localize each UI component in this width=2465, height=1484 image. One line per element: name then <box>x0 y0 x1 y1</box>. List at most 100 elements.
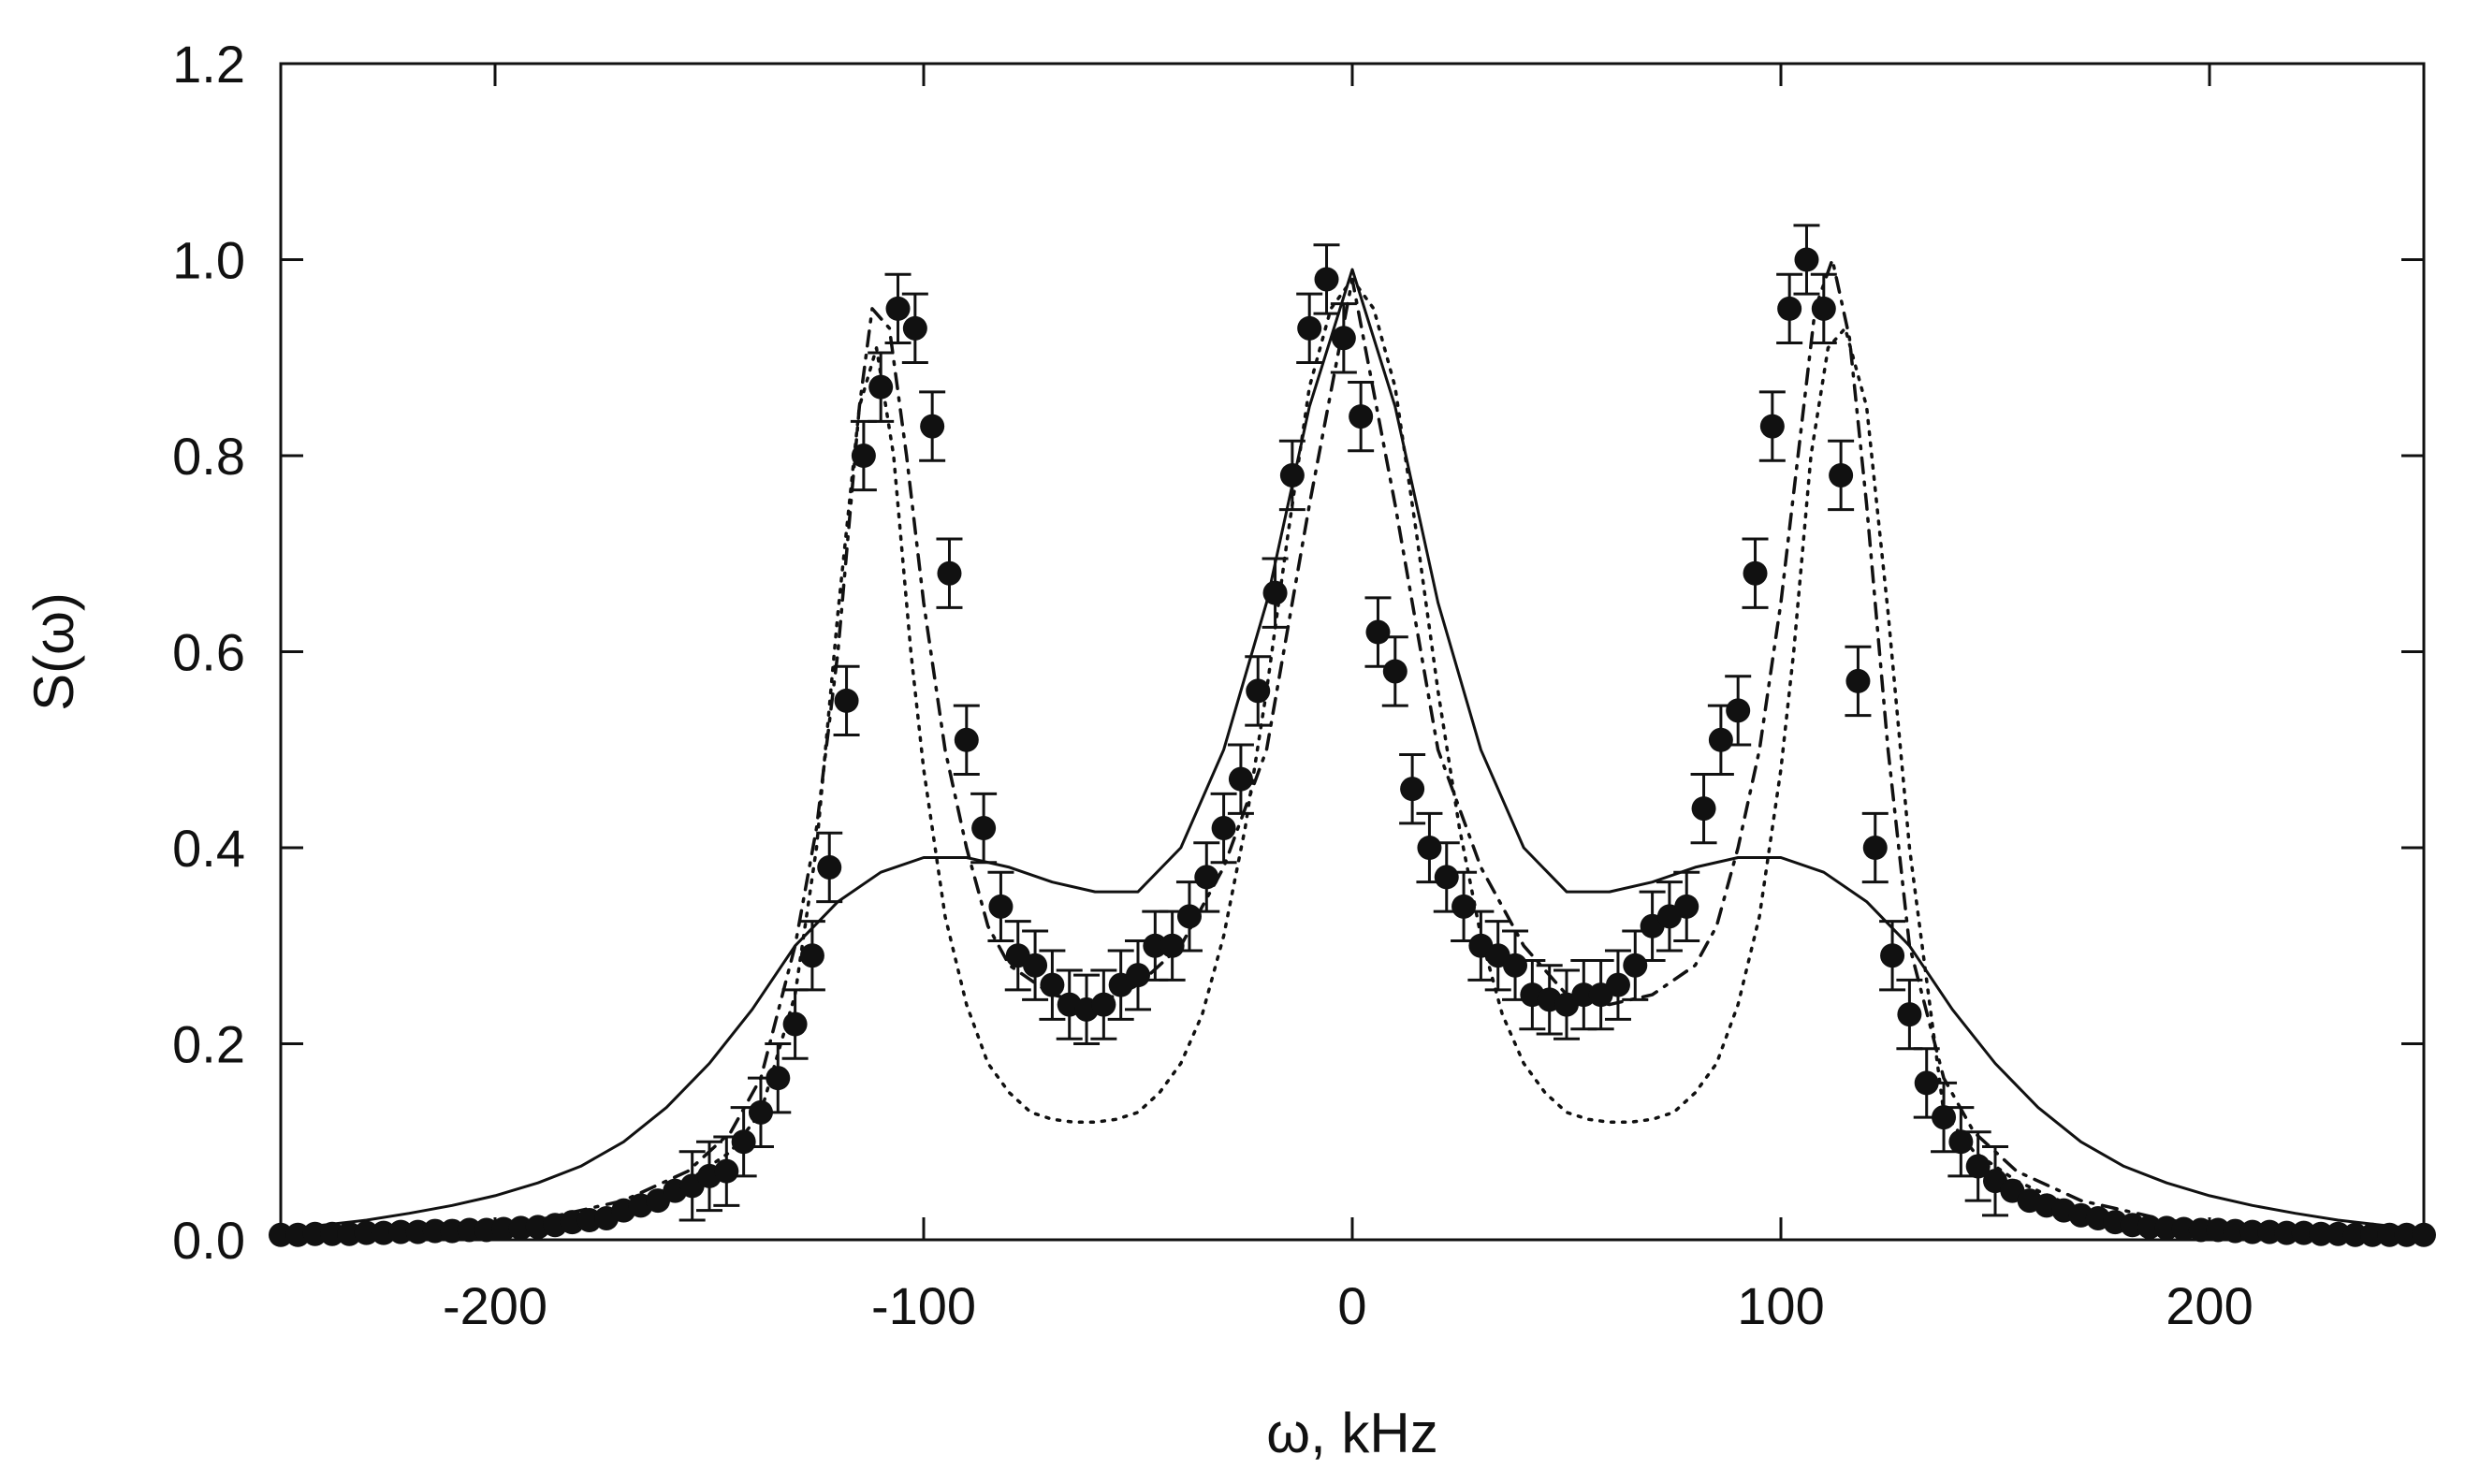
y-tick-label: 0.8 <box>172 427 245 486</box>
model-curves <box>279 257 2426 1239</box>
data-point <box>834 688 859 713</box>
data-point <box>2171 1216 2196 1242</box>
data-point <box>1314 267 1339 292</box>
data-point <box>1759 414 1785 439</box>
data-point <box>1777 296 1802 321</box>
data-point <box>1811 296 1836 321</box>
y-tick-label: 0.4 <box>172 819 245 878</box>
data-point <box>422 1218 447 1244</box>
data-point <box>1297 315 1322 341</box>
data-point <box>1605 972 1630 997</box>
data-point <box>937 560 962 586</box>
data-point <box>1040 972 1065 997</box>
data-point <box>1279 462 1305 487</box>
data-point <box>1194 865 1219 890</box>
data-point <box>766 1066 791 1091</box>
x-tick-label: -100 <box>871 1276 976 1335</box>
data-point <box>1451 894 1477 919</box>
data-point <box>748 1099 773 1125</box>
data-point <box>868 374 894 400</box>
data-point <box>1143 933 1168 958</box>
data-point <box>1862 836 1888 860</box>
y-tick-label: 1.2 <box>172 35 245 94</box>
data-point <box>457 1217 482 1243</box>
data-point <box>1211 816 1236 841</box>
data-point <box>1246 678 1271 704</box>
data-point <box>1434 865 1459 890</box>
y-tick-label: 0.2 <box>172 1015 245 1074</box>
data-point <box>851 444 876 468</box>
data-point <box>1160 933 1185 958</box>
data-point <box>1228 766 1253 792</box>
data-point <box>799 943 824 968</box>
data-point <box>2137 1215 2162 1240</box>
data-point <box>1932 1105 1957 1130</box>
y-axis-label: S(ω) <box>22 592 85 711</box>
x-axis-label: ω, kHz <box>1266 1402 1438 1464</box>
data-point <box>817 854 842 880</box>
data-point <box>491 1216 517 1242</box>
x-tick-label: -200 <box>443 1276 547 1335</box>
data-point <box>902 315 927 341</box>
data-point <box>1829 462 1854 487</box>
plot-frame <box>279 62 2426 1242</box>
data-point <box>714 1158 739 1184</box>
data-point <box>1897 1002 1922 1027</box>
data-point <box>1126 963 1150 988</box>
data-point <box>2206 1217 2231 1243</box>
data-point <box>971 816 997 841</box>
data-point <box>1914 1070 1939 1096</box>
data-point <box>1880 943 1905 968</box>
x-tick-label: 0 <box>1337 1276 1366 1335</box>
y-tick-label: 0.0 <box>172 1211 245 1270</box>
data-point <box>1965 1154 1991 1179</box>
data-point <box>1400 777 1425 802</box>
y-axis-ticks: 0.0 0.2 0.4 0.6 0.8 1.0 1.2 <box>172 35 2424 1270</box>
data-point <box>1794 247 1819 272</box>
data-point <box>1708 727 1733 752</box>
curve-dashed <box>279 257 2426 1237</box>
data-point <box>508 1215 533 1241</box>
y-tick-label: 1.0 <box>172 231 245 290</box>
data-point <box>405 1219 430 1244</box>
data-point <box>1743 560 1768 586</box>
data-point <box>1176 904 1202 929</box>
data-point <box>1331 326 1356 351</box>
x-axis-ticks: -200 -100 0 100 200 <box>443 64 2254 1335</box>
curve-solid <box>279 268 2426 1231</box>
y-tick-label: 0.6 <box>172 623 245 682</box>
data-point <box>2257 1219 2283 1244</box>
data-point <box>388 1219 414 1244</box>
data-point <box>1674 894 1699 919</box>
data-point <box>1382 659 1408 684</box>
data-point <box>1349 404 1374 429</box>
data-point <box>1365 619 1391 645</box>
data-point <box>2154 1215 2180 1241</box>
data-point <box>474 1217 499 1243</box>
data-point <box>2188 1217 2213 1243</box>
x-tick-label: 100 <box>1737 1276 1824 1335</box>
data-point <box>782 1011 808 1037</box>
data-point <box>1262 580 1288 605</box>
data-point <box>920 414 945 439</box>
data-point <box>1691 796 1716 822</box>
x-tick-label: 200 <box>2166 1276 2253 1335</box>
data-point <box>1571 982 1597 1008</box>
data-point <box>1023 953 1048 978</box>
data-point <box>1091 992 1116 1017</box>
data-point <box>1503 953 1528 978</box>
data-point <box>1845 668 1871 693</box>
data-point <box>954 727 979 752</box>
data-point <box>885 296 911 321</box>
data-point <box>1417 836 1442 860</box>
data-point <box>2223 1218 2248 1244</box>
data-points <box>269 247 2436 1247</box>
data-point <box>1948 1129 1974 1155</box>
data-point <box>440 1218 465 1244</box>
data-point <box>1623 953 1648 978</box>
data-point <box>1726 698 1751 723</box>
data-point <box>988 894 1014 919</box>
data-point <box>731 1129 756 1155</box>
data-point <box>2239 1219 2265 1244</box>
